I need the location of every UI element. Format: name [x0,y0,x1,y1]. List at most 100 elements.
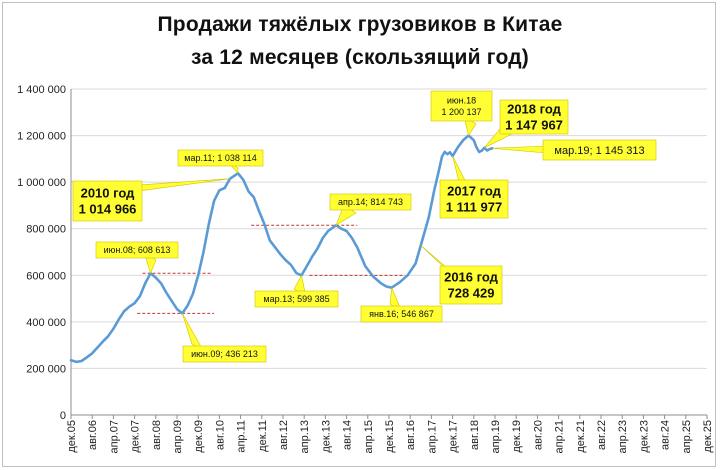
data-point [364,265,366,267]
data-point [441,155,443,158]
y-tick-label: 1 200 000 [17,131,66,143]
data-point [144,282,146,285]
data-point [171,300,173,302]
data-point [213,200,215,202]
data-point [208,223,210,225]
data-point [107,335,109,337]
data-point [489,148,491,150]
data-point [96,346,99,349]
callout-mar11: мар.11; 1 038 114 [177,149,264,175]
data-point [160,282,162,285]
x-tick-label: апр.21 [554,420,566,453]
data-point [444,151,446,153]
callout-box [439,265,503,305]
y-tick-label: 800 000 [26,224,66,236]
data-point [372,275,374,278]
x-tick-label: апр.11 [236,420,248,453]
callout-box [499,99,569,135]
data-point [327,230,329,232]
callout-jun18: июн.181 200 137 [430,90,493,137]
data-point [242,179,244,181]
data-point [285,259,287,261]
x-tick-label: дек.19 [511,420,523,453]
y-tick-label: 200 000 [26,363,66,375]
data-point [263,223,266,225]
data-point [269,239,271,241]
callout-text: июн.09; 436 213 [191,349,258,359]
data-point [399,281,401,283]
x-tick-label: авг.16 [405,420,417,450]
x-tick-label: апр.23 [617,420,629,453]
data-point [446,153,448,155]
data-point [340,228,342,230]
x-tick-label: апр.17 [426,420,438,453]
data-point [306,265,308,267]
callout-mar13: мар.13; 599 385 [254,274,339,308]
callout-text: 1 147 967 [505,118,563,133]
x-tick-label: апр.25 [681,420,693,453]
y-tick-label: 400 000 [26,317,66,329]
callouts: 2010 год 1 014 966 2016 год 728 429 2017 год… [72,90,657,363]
grid-lines [71,88,707,369]
x-tick-label: апр.13 [299,420,311,453]
data-point [176,308,178,310]
data-point [428,216,430,218]
data-point [449,151,451,153]
data-point [81,360,83,362]
data-point [192,293,194,295]
data-point [224,187,226,189]
callout-box [95,241,179,259]
data-point [218,189,220,191]
callout-box [182,345,267,363]
data-point [295,272,297,274]
callout-2016: 2016 год 728 429 [420,245,503,305]
callout-jun09: июн.09; 436 213 [182,313,267,363]
x-tick-label: авг.18 [469,420,481,450]
data-point [322,237,324,239]
data-point [457,146,459,148]
data-point [385,285,387,288]
x-tick-label: авг.22 [596,420,608,450]
callout-text: 1 200 137 [441,107,481,117]
callout-text: янв.16; 546 867 [369,309,434,319]
x-tick-label: дек.05 [66,420,78,453]
data-point [139,295,141,297]
callout-text: 1 014 966 [79,202,137,217]
x-tick-label: авг.20 [532,420,544,450]
x-tick-label: авг.12 [278,420,290,450]
data-point [253,196,255,198]
data-point [380,282,382,285]
data-point [279,253,281,255]
data-point [123,310,125,312]
data-point [258,210,260,212]
data-point [134,302,136,304]
data-point [187,304,189,307]
data-point [274,246,276,248]
data-point [86,356,88,358]
callout-box [329,193,412,211]
x-tick-label: дек.25 [702,420,714,453]
x-tick-label: дек.21 [575,420,587,453]
data-point [406,274,409,276]
x-tick-label: дек.07 [130,420,142,453]
callout-2018: 2018 год 1 147 967 [484,99,569,148]
data-point [128,306,130,308]
x-tick-label: апр.07 [108,420,120,453]
data-point [75,361,77,363]
callout-box [254,290,339,308]
axes: 0 200 000 400 000 600 000 800 000 1 000 000 1 … [17,84,714,453]
data-point [91,352,93,354]
callout-text: июн.18 [447,96,476,106]
x-tick-label: дек.15 [384,420,396,453]
y-tick-label: 1 000 000 [17,177,66,189]
callout-text: апр.14; 814 743 [338,197,403,207]
callout-box [72,180,143,222]
data-point [112,328,114,330]
x-tick-label: дек.09 [193,420,205,453]
x-tick-label: апр.09 [172,420,184,453]
x-tick-label: авг.24 [660,420,672,450]
callout-text: мар.13; 599 385 [263,294,329,304]
data-point [102,341,104,343]
x-tick-label: дек.13 [320,420,332,453]
